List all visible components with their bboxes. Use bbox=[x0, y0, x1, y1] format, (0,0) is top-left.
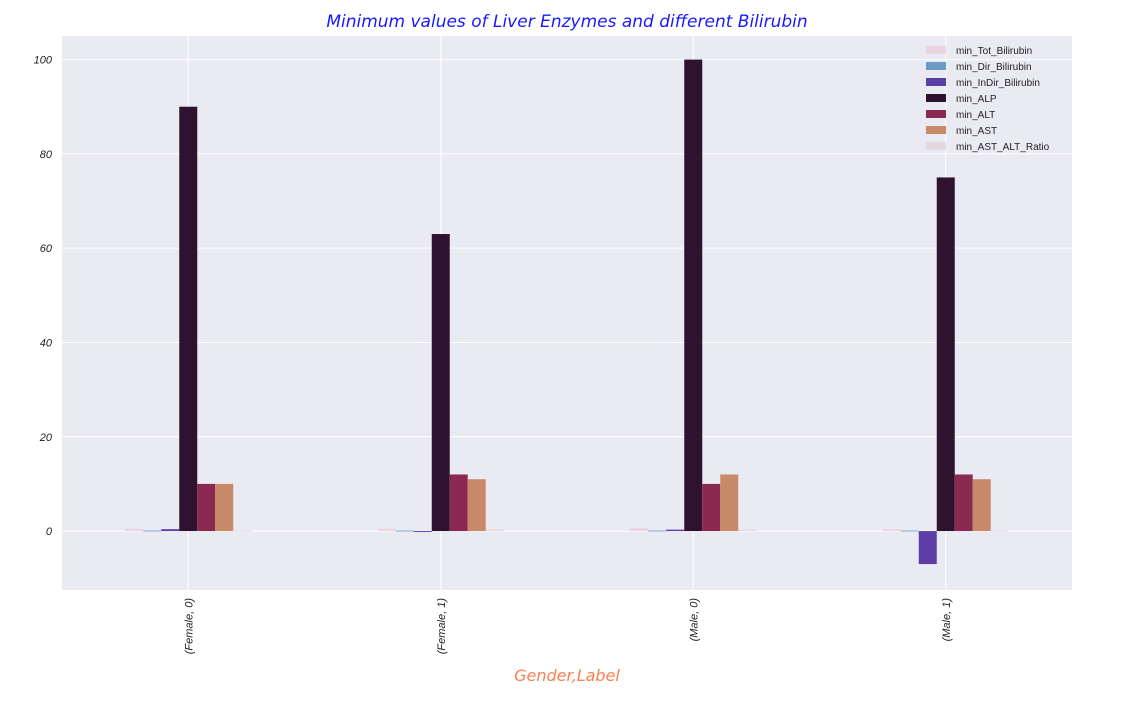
bar-min-alp-3 bbox=[936, 177, 955, 532]
bar-min-ast-alt-ratio-2 bbox=[738, 529, 757, 532]
bar-min-dir-bilirubin-1 bbox=[395, 530, 414, 532]
bars bbox=[125, 59, 1009, 565]
y-tick-label-1: 20 bbox=[39, 432, 53, 444]
bar-min-tot-bilirubin-3 bbox=[882, 529, 901, 532]
legend-label-3: min_ALP bbox=[956, 94, 997, 105]
bar-min-indir-bilirubin-1 bbox=[413, 531, 432, 533]
bar-min-ast-2 bbox=[720, 474, 739, 532]
legend: min_Tot_Bilirubin min_Dir_Bilirubin min_In… bbox=[926, 46, 1050, 153]
y-tick-label-0: 0 bbox=[46, 526, 53, 538]
legend-swatch-6 bbox=[926, 142, 946, 150]
bar-min-alt-2 bbox=[702, 483, 721, 532]
legend-label-2: min_InDir_Bilirubin bbox=[956, 78, 1040, 89]
bar-min-dir-bilirubin-0 bbox=[143, 530, 162, 532]
legend-label-5: min_AST bbox=[956, 126, 997, 137]
bar-min-alt-3 bbox=[954, 474, 973, 532]
x-axis-label: Gender,Label bbox=[514, 666, 620, 685]
bar-min-ast-1 bbox=[467, 479, 486, 532]
legend-label-0: min_Tot_Bilirubin bbox=[956, 46, 1032, 57]
bar-min-alp-1 bbox=[431, 234, 450, 532]
y-axis-ticks: 0 20 40 60 80 100 bbox=[34, 55, 53, 538]
bar-min-dir-bilirubin-3 bbox=[900, 530, 919, 532]
y-tick-label-3: 60 bbox=[40, 243, 53, 255]
legend-swatch-1 bbox=[926, 62, 946, 70]
x-axis-ticks: (Female, 0) (Female, 1) (Male, 0) (Male, 1) bbox=[183, 598, 953, 655]
y-tick-label-2: 40 bbox=[40, 337, 53, 349]
legend-swatch-0 bbox=[926, 46, 946, 54]
bar-min-ast-alt-ratio-0 bbox=[233, 530, 252, 532]
bar-min-alp-0 bbox=[179, 106, 198, 532]
chart-title: Minimum values of Liver Enzymes and diff… bbox=[326, 12, 807, 32]
legend-label-4: min_ALT bbox=[956, 110, 995, 121]
bar-min-indir-bilirubin-0 bbox=[161, 529, 180, 532]
bar-min-indir-bilirubin-2 bbox=[666, 529, 685, 532]
legend-label-1: min_Dir_Bilirubin bbox=[956, 62, 1032, 73]
legend-label-6: min_AST_ALT_Ratio bbox=[956, 142, 1050, 153]
bar-min-dir-bilirubin-2 bbox=[648, 530, 667, 532]
y-tick-label-4: 80 bbox=[40, 149, 53, 161]
bar-min-alt-0 bbox=[197, 483, 216, 532]
legend-swatch-3 bbox=[926, 94, 946, 102]
bar-min-tot-bilirubin-1 bbox=[377, 528, 396, 532]
x-tick-label-0: (Female, 0) bbox=[183, 598, 195, 655]
bar-min-ast-alt-ratio-3 bbox=[990, 530, 1009, 532]
legend-swatch-2 bbox=[926, 78, 946, 86]
bar-min-ast-alt-ratio-1 bbox=[485, 529, 504, 532]
y-tick-label-5: 100 bbox=[34, 55, 53, 67]
bar-min-tot-bilirubin-2 bbox=[630, 528, 649, 532]
bar-min-tot-bilirubin-0 bbox=[125, 528, 144, 532]
x-tick-label-3: (Male, 1) bbox=[941, 598, 953, 642]
x-tick-label-1: (Female, 1) bbox=[436, 598, 448, 655]
bar-min-alt-1 bbox=[449, 474, 468, 532]
bar-min-ast-0 bbox=[215, 483, 234, 532]
x-tick-label-2: (Male, 0) bbox=[688, 598, 700, 642]
legend-swatch-4 bbox=[926, 110, 946, 118]
bar-min-alp-2 bbox=[684, 59, 703, 532]
bar-min-indir-bilirubin-3 bbox=[918, 531, 937, 565]
bar-min-ast-3 bbox=[972, 479, 991, 532]
legend-swatch-5 bbox=[926, 126, 946, 134]
